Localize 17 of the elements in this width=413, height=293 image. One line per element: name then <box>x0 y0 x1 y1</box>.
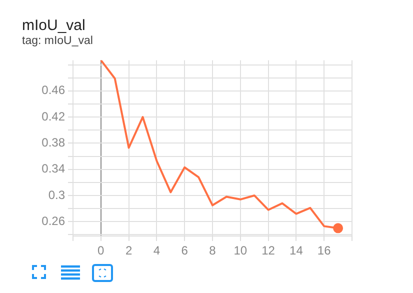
x-tick-label: 0 <box>98 244 105 258</box>
x-tick-label: 2 <box>125 244 132 258</box>
x-tick-label: 8 <box>209 244 216 258</box>
x-tick-label: 10 <box>234 244 248 258</box>
chart-title: mIoU_val <box>22 17 86 34</box>
y-tick-label: 0.26 <box>42 214 66 228</box>
chart-subtitle: tag: mIoU_val <box>22 35 93 47</box>
x-tick-label: 14 <box>290 244 304 258</box>
y-tick-label: 0.34 <box>42 162 66 176</box>
y-tick-label: 0.38 <box>42 136 66 150</box>
x-tick-label: 16 <box>317 244 332 258</box>
y-tick-label: 0.42 <box>42 109 66 124</box>
x-tick-label: 12 <box>262 244 276 258</box>
x-tick-label: 4 <box>153 244 160 258</box>
y-tick-label: 0.46 <box>42 83 66 98</box>
x-tick-label: 6 <box>181 244 188 258</box>
y-tick-label: 0.3 <box>48 188 66 202</box>
